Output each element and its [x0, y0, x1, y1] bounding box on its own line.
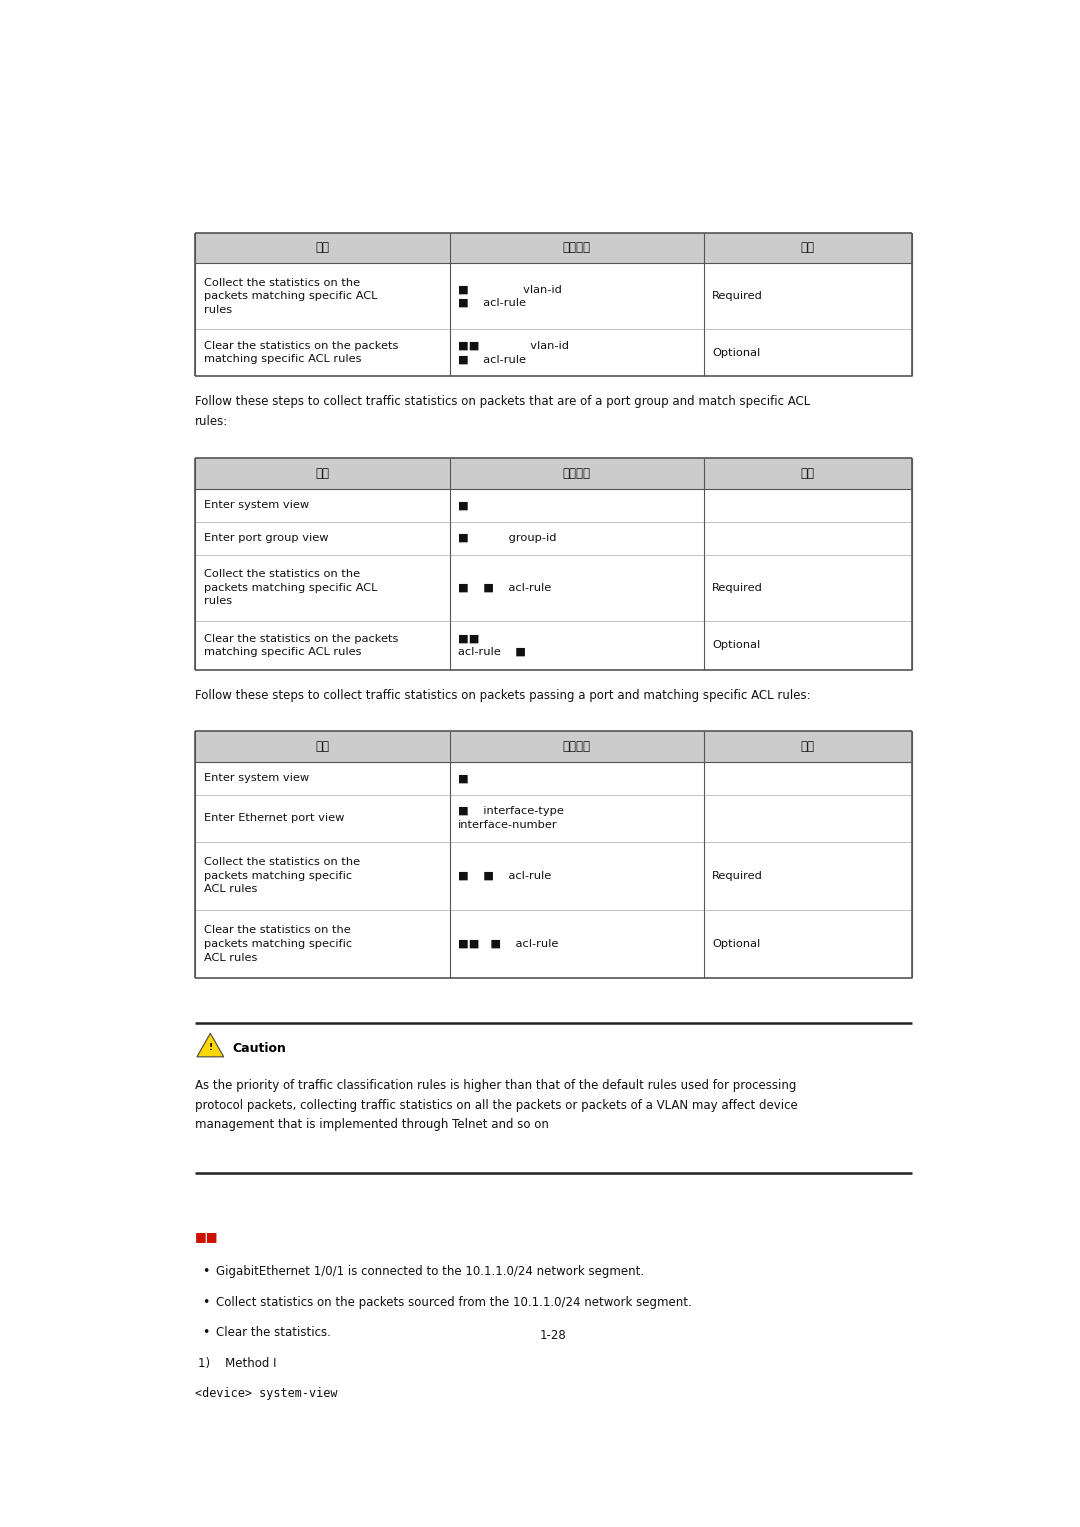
Text: •: •	[202, 1325, 210, 1339]
Text: 命令视图: 命令视图	[563, 467, 591, 479]
Text: Collect statistics on the packets sourced from the 10.1.1.0/24 network segment.: Collect statistics on the packets source…	[216, 1295, 692, 1309]
Bar	[195, 841, 912, 910]
Polygon shape	[197, 1034, 224, 1057]
Text: ■: ■	[458, 501, 469, 510]
Text: 备注: 备注	[801, 241, 814, 255]
Text: Enter system view: Enter system view	[204, 501, 309, 510]
Text: Clear the statistics.: Clear the statistics.	[216, 1325, 332, 1339]
Text: Follow these steps to collect traffic statistics on packets passing a port and m: Follow these steps to collect traffic st…	[195, 689, 811, 702]
Bar	[195, 620, 912, 670]
Bar	[195, 794, 912, 841]
Text: Collect the statistics on the
packets matching specific ACL
rules: Collect the statistics on the packets ma…	[204, 278, 377, 315]
Text: ■    interface-type
interface-number: ■ interface-type interface-number	[458, 806, 564, 831]
Text: 命令: 命令	[315, 741, 329, 753]
Text: Required: Required	[713, 292, 764, 301]
Text: 命令: 命令	[315, 467, 329, 479]
Bar	[195, 910, 912, 979]
Text: ■■: ■■	[195, 1229, 219, 1243]
Text: Required: Required	[713, 870, 764, 881]
Text: As the priority of traffic classification rules is higher than that of the defau: As the priority of traffic classificatio…	[195, 1080, 798, 1132]
Bar	[195, 522, 912, 554]
Bar	[195, 731, 912, 762]
Text: 命令视图: 命令视图	[563, 741, 591, 753]
Text: Enter system view: Enter system view	[204, 773, 309, 783]
Text: Optional: Optional	[713, 640, 760, 651]
Text: ■           group-id: ■ group-id	[458, 533, 556, 544]
Text: ■■   ■    acl-rule: ■■ ■ acl-rule	[458, 939, 558, 948]
Text: !: !	[208, 1043, 213, 1052]
Text: <device> system-view: <device> system-view	[195, 1387, 338, 1400]
Text: ■■
acl-rule    ■: ■■ acl-rule ■	[458, 634, 526, 657]
Text: Optional: Optional	[713, 939, 760, 948]
Text: ■■              vlan-id
■    acl-rule: ■■ vlan-id ■ acl-rule	[458, 341, 569, 365]
Text: 备注: 备注	[801, 467, 814, 479]
Text: Collect the statistics on the
packets matching specific ACL
rules: Collect the statistics on the packets ma…	[204, 570, 377, 606]
Text: •: •	[202, 1264, 210, 1278]
Text: GigabitEthernet 1/0/1 is connected to the 10.1.1.0/24 network segment.: GigabitEthernet 1/0/1 is connected to th…	[216, 1264, 645, 1278]
Text: 备注: 备注	[801, 741, 814, 753]
Text: Required: Required	[713, 583, 764, 592]
Bar	[195, 232, 912, 263]
Bar	[195, 554, 912, 620]
Bar	[195, 489, 912, 522]
Text: 命令: 命令	[315, 241, 329, 255]
Text: Clear the statistics on the packets
matching specific ACL rules: Clear the statistics on the packets matc…	[204, 341, 399, 365]
Text: ■               vlan-id
■    acl-rule: ■ vlan-id ■ acl-rule	[458, 284, 562, 308]
Text: 1)    Method I: 1) Method I	[198, 1356, 276, 1370]
Text: Caution: Caution	[232, 1041, 286, 1055]
Text: 1-28: 1-28	[540, 1328, 567, 1342]
Text: Enter port group view: Enter port group view	[204, 533, 328, 544]
Text: Follow these steps to collect traffic statistics on packets that are of a port g: Follow these steps to collect traffic st…	[195, 395, 810, 428]
Text: Collect the statistics on the
packets matching specific
ACL rules: Collect the statistics on the packets ma…	[204, 857, 360, 895]
Bar	[195, 328, 912, 376]
Text: ■    ■    acl-rule: ■ ■ acl-rule	[458, 583, 551, 592]
Text: Optional: Optional	[713, 348, 760, 357]
Text: Clear the statistics on the packets
matching specific ACL rules: Clear the statistics on the packets matc…	[204, 634, 399, 657]
Text: ■: ■	[458, 773, 469, 783]
Text: 命令视图: 命令视图	[563, 241, 591, 255]
Bar	[195, 458, 912, 489]
Bar	[195, 762, 912, 794]
Text: Enter Ethernet port view: Enter Ethernet port view	[204, 814, 345, 823]
Text: Clear the statistics on the
packets matching specific
ACL rules: Clear the statistics on the packets matc…	[204, 925, 352, 962]
Bar	[195, 263, 912, 328]
Text: •: •	[202, 1295, 210, 1309]
Text: ■    ■    acl-rule: ■ ■ acl-rule	[458, 870, 551, 881]
